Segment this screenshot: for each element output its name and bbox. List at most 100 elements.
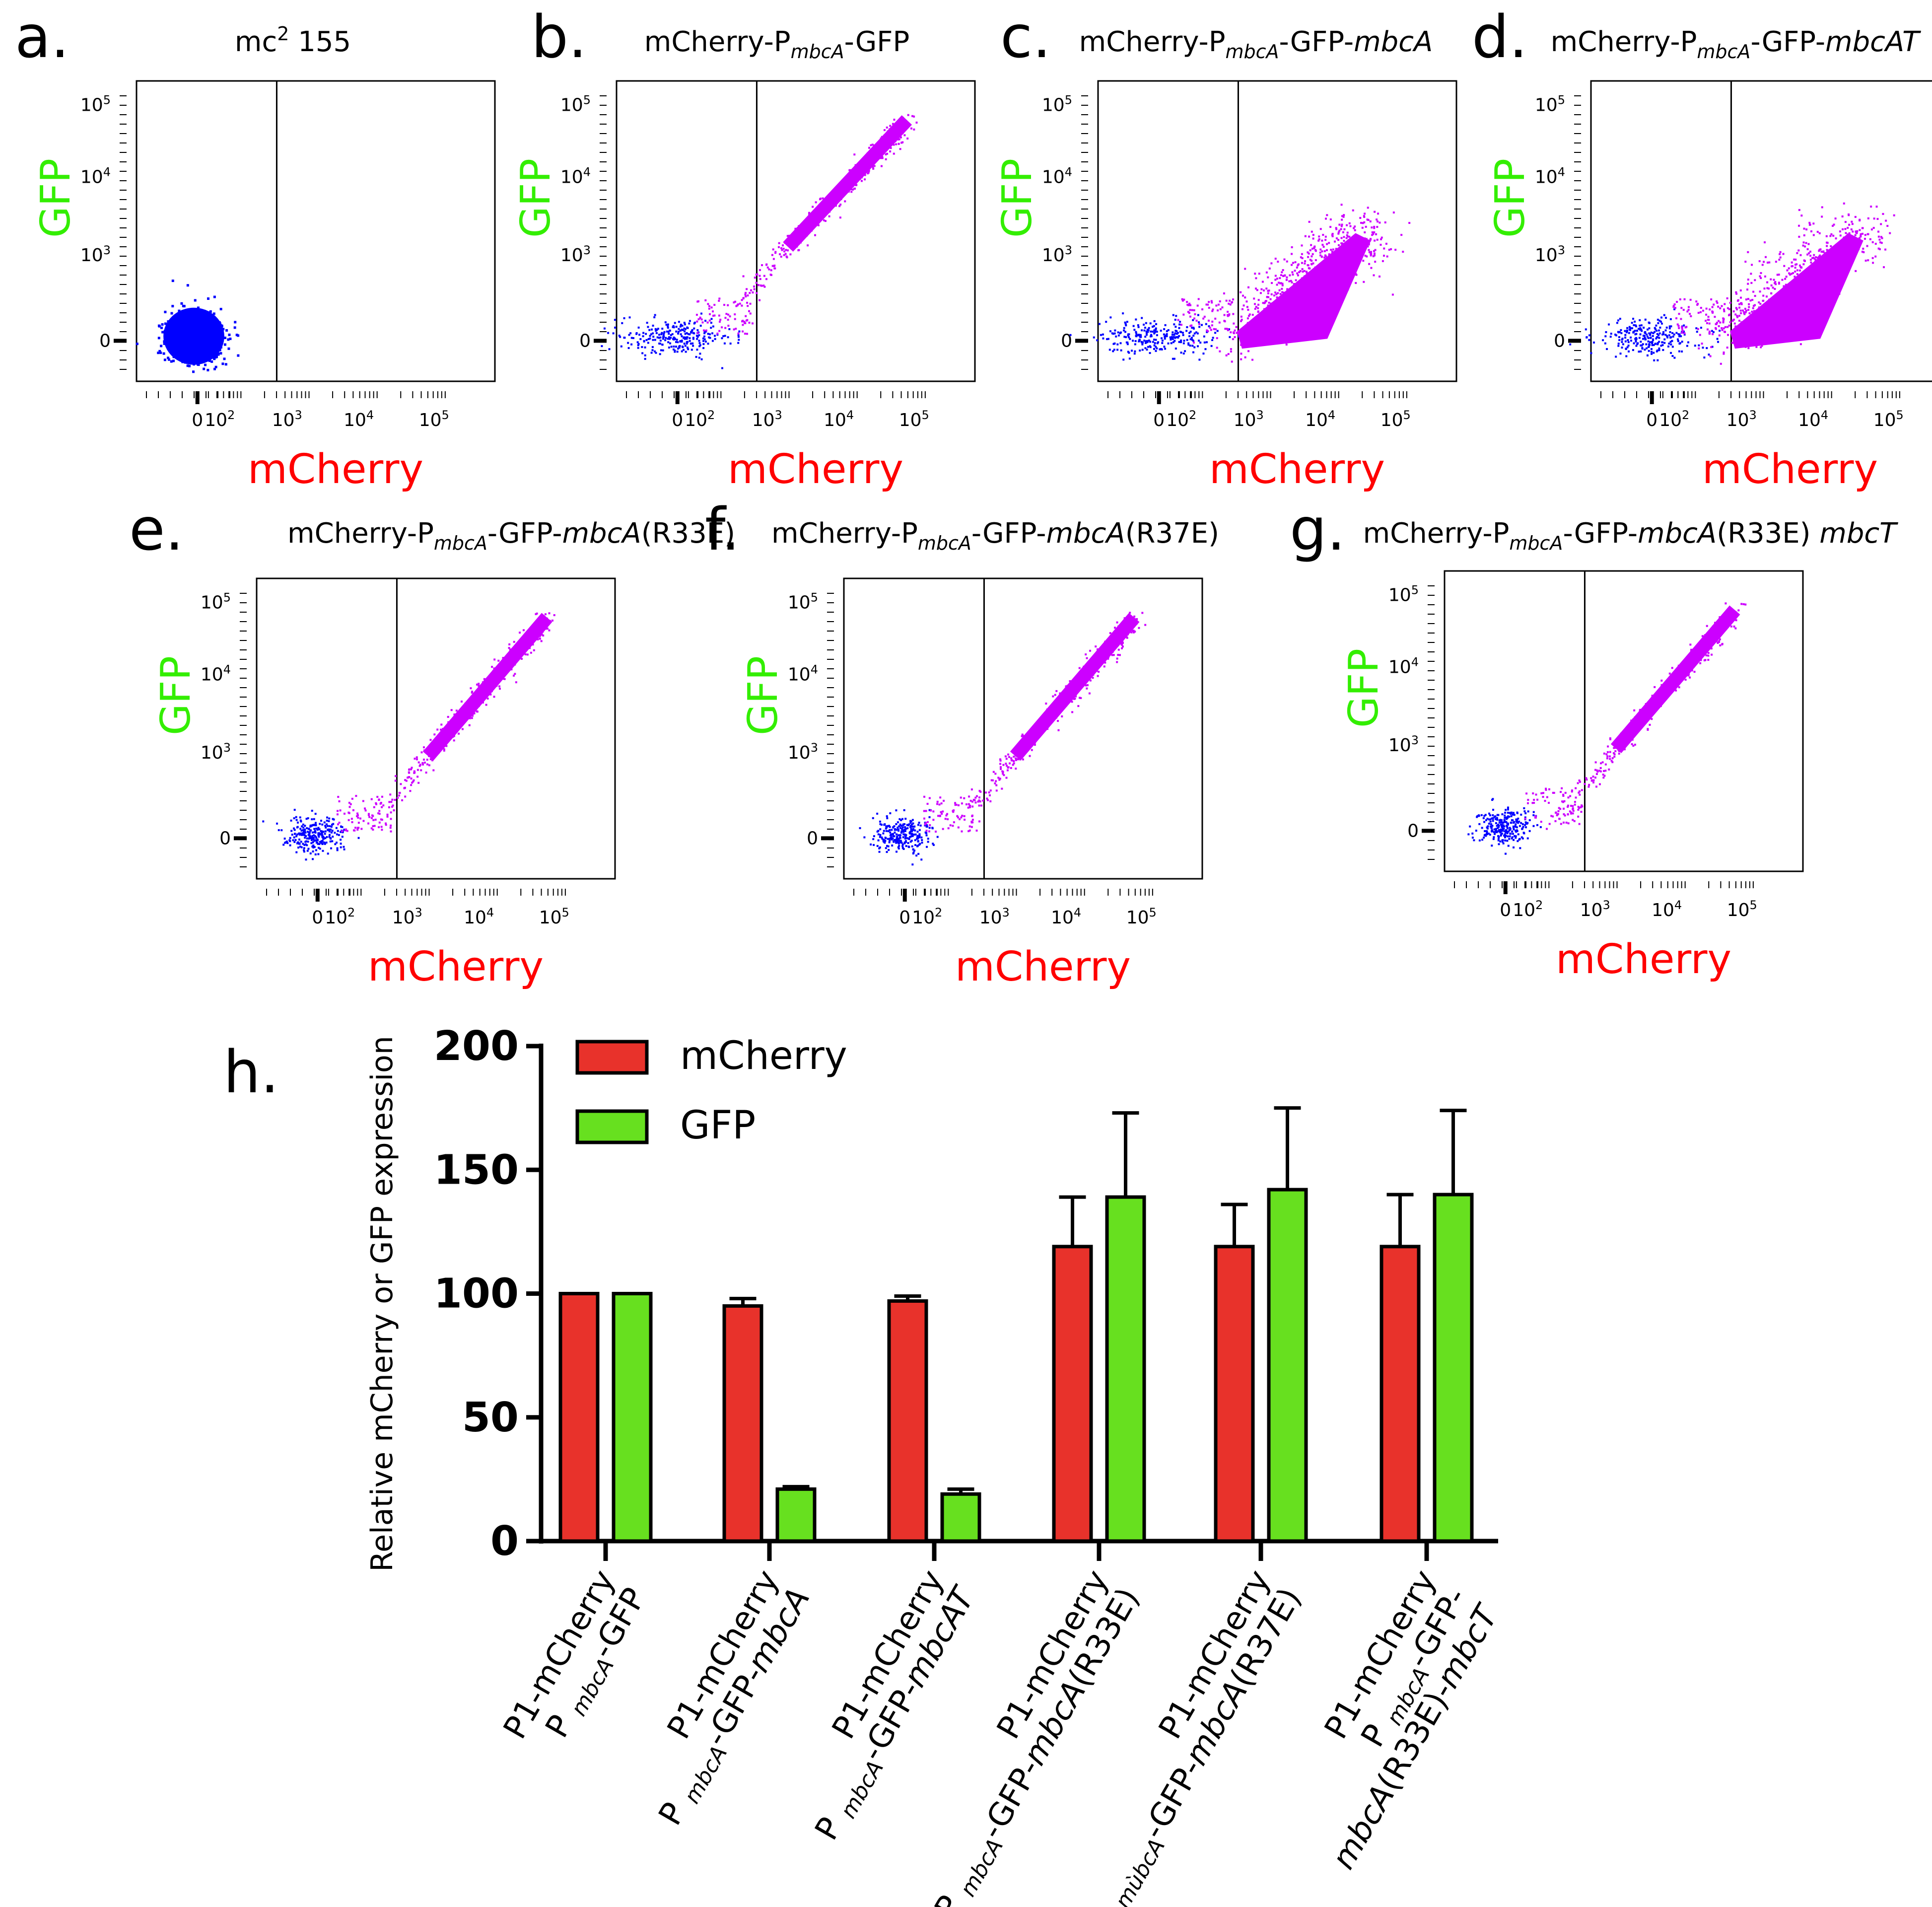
y-axis-label-a: GFP [32, 158, 79, 238]
x-axis-ticks-e [266, 889, 566, 902]
scatter-points-e [262, 612, 555, 861]
plot-frame-g [1444, 570, 1804, 872]
panel-letter-b: b. [531, 2, 587, 71]
x-tick-label-e-1: 102 [325, 906, 355, 928]
x-tick-label-d-3: 104 [1798, 408, 1828, 430]
y-tick-label-c-2: 104 [1042, 165, 1072, 188]
y-axis-ticks-f [821, 593, 834, 867]
population-negative-e [262, 809, 360, 861]
error-bar-gfp-2 [947, 1487, 974, 1494]
bar-mcherry-1 [722, 1304, 763, 1543]
panel-title-c: mCherry-PmbcA-GFP-mbcA [1079, 26, 1433, 63]
y-tick-label-f-3: 105 [788, 590, 818, 613]
bar-gfp-2 [940, 1492, 981, 1543]
scatter-panel-e: e. mCherry-PmbcA-GFP-mbcA(R33E)0 102 103 104… [129, 495, 735, 990]
bar-gfp-1 [775, 1487, 817, 1543]
y-tick-label-d-3: 105 [1535, 93, 1565, 115]
x-axis-label-g: mCherry [1556, 936, 1731, 983]
bar-mcherry-3 [1052, 1245, 1093, 1543]
x-tick-label-g-3: 104 [1652, 898, 1682, 920]
bar-mcherry-0 [558, 1292, 600, 1543]
y-tick-label-d-1: 103 [1535, 243, 1565, 266]
scatter-panel-f: f. mCherry-PmbcA-GFP-mbcA(R37E)0 102 103 104… [705, 495, 1219, 990]
panel-title-a: mc2 155 [235, 23, 351, 58]
y-tick-label-f-0: 0 [807, 828, 818, 848]
bar-y-tick-label-3: 150 [434, 1146, 519, 1194]
x-tick-label-a-1: 102 [205, 408, 235, 430]
x-tick-label-b-0: 0 [672, 410, 683, 430]
y-tick-label-d-2: 104 [1535, 165, 1565, 188]
bar-mcherry-2 [887, 1299, 928, 1543]
x-tick-label-b-1: 102 [685, 408, 715, 430]
x-axis-label-a: mCherry [248, 446, 423, 493]
x-axis-ticks-g [1454, 881, 1754, 894]
panel-letter-a: a. [15, 2, 69, 71]
y-tick-label-b-2: 104 [560, 165, 591, 188]
y-tick-label-f-2: 104 [788, 663, 818, 685]
scatter-points-f [859, 612, 1147, 866]
y-axis-label-c: GFP [994, 158, 1041, 238]
y-tick-label-g-0: 0 [1407, 821, 1419, 841]
x-tick-label-f-0: 0 [899, 908, 910, 928]
population-positive-b [695, 114, 918, 335]
y-tick-label-g-2: 104 [1388, 655, 1419, 678]
panel-letter-d: d. [1472, 2, 1527, 71]
y-axis-ticks-c [1075, 95, 1088, 370]
bar-y-tick-label-0: 0 [490, 1518, 519, 1565]
y-tick-label-g-1: 103 [1388, 733, 1419, 756]
x-tick-label-g-0: 0 [1500, 900, 1511, 920]
x-axis-label-d: mCherry [1702, 446, 1878, 493]
y-tick-label-b-3: 105 [560, 93, 591, 115]
panel-title-b: mCherry-PmbcA-GFP [644, 26, 909, 63]
legend-swatch-mcherry [575, 1040, 649, 1075]
x-tick-label-b-4: 105 [899, 408, 929, 430]
panel-letter-f: f. [705, 495, 740, 564]
bar-chart-h: h. 0 50 100 150 200 Relative mCherry or GFP ex… [223, 1023, 1507, 1907]
y-tick-label-f-1: 103 [788, 741, 818, 763]
population-negative-f [859, 809, 939, 866]
scatter-points-a [136, 280, 240, 373]
x-tick-label-e-2: 103 [392, 906, 422, 928]
y-axis-ticks-a [114, 95, 127, 370]
panel-letter-c: c. [1000, 2, 1051, 71]
error-bar-mcherry-3 [1059, 1195, 1086, 1247]
x-tick-label-c-4: 105 [1380, 408, 1411, 430]
y-tick-label-g-3: 105 [1388, 583, 1419, 605]
y-axis-label-e: GFP [152, 656, 200, 735]
panel-letter-h: h. [223, 1038, 279, 1106]
x-tick-label-c-0: 0 [1153, 410, 1165, 430]
x-tick-label-d-4: 105 [1873, 408, 1904, 430]
panel-letter-e: e. [129, 495, 184, 564]
x-axis-ticks-a [146, 391, 446, 404]
y-axis-ticks-d [1568, 95, 1581, 370]
y-axis-label-d: GFP [1487, 158, 1534, 238]
y-axis-label-g: GFP [1340, 648, 1387, 728]
bar-y-tick-label-2: 100 [434, 1271, 519, 1318]
y-tick-label-a-0: 0 [99, 331, 111, 351]
plot-frame-b [616, 80, 976, 382]
error-bar-gfp-4 [1274, 1106, 1301, 1190]
population-positive-e [336, 612, 555, 833]
x-tick-label-a-3: 104 [344, 408, 374, 430]
x-tick-label-f-4: 105 [1126, 906, 1157, 928]
error-bar-mcherry-1 [729, 1296, 757, 1306]
y-tick-label-e-1: 103 [201, 741, 231, 763]
y-axis-ticks-b [594, 95, 607, 370]
bar-mcherry-5 [1380, 1245, 1421, 1543]
x-tick-label-d-0: 0 [1646, 410, 1657, 430]
y-axis-label-b: GFP [512, 158, 559, 238]
y-axis-ticks-e [234, 593, 247, 867]
panel-title-e: mCherry-PmbcA-GFP-mbcA(R33E) [287, 517, 735, 554]
panel-title-f: mCherry-PmbcA-GFP-mbcA(R37E) [771, 517, 1219, 554]
error-bar-gfp-1 [782, 1484, 810, 1489]
x-tick-label-e-0: 0 [312, 908, 323, 928]
x-axis-ticks-c [1107, 391, 1407, 404]
x-tick-label-a-2: 103 [272, 408, 302, 430]
population-positive-d [1672, 202, 1895, 365]
